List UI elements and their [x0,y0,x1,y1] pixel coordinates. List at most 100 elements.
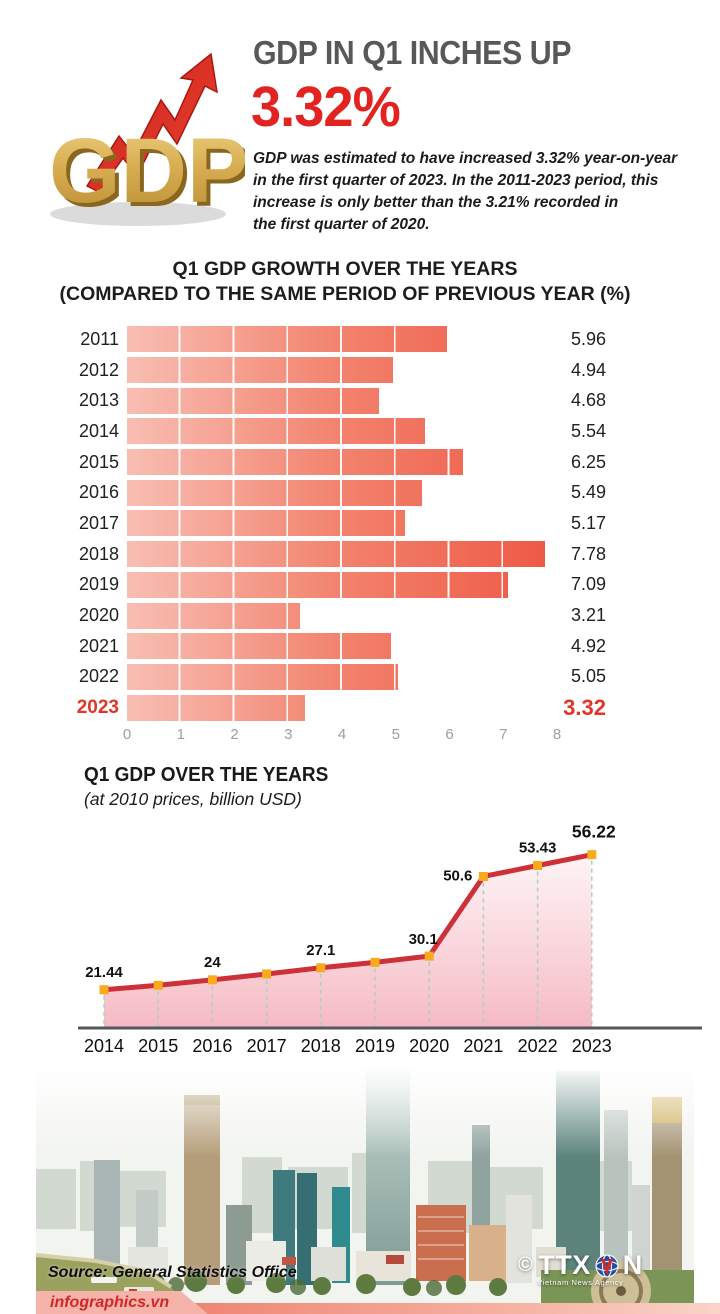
line-chart: 21.44 24 27.1 30.1 50.6 53.43 56.22 2014 2015 201… [78,822,702,1056]
bar-fill [127,326,448,353]
bar-track [127,663,557,690]
bar-row: 2018 7.78 [0,539,720,570]
bar-value-label: 5.54 [570,420,606,441]
agency-logo: © TTX N Vietnam News Agency [518,1250,643,1287]
point-value-label: 24 [204,954,221,971]
bar-chart-axis: 0 1 2 3 4 5 6 7 8 [123,726,587,748]
bar-value-label: 5.05 [570,666,606,687]
axis-tick-label: 7 [499,726,508,743]
x-axis-year-label: 2015 [138,1036,178,1056]
copyright-icon: © [518,1254,534,1276]
city-photo-art [36,1065,694,1306]
x-axis-year-label: 2016 [192,1036,232,1056]
bar-value-label: 3.21 [570,605,606,626]
data-marker [587,850,597,860]
logo-shadow [50,202,226,226]
bar-fill [127,541,546,568]
bar-track [127,602,557,629]
bar-fill [127,418,425,445]
bar-chart: 2011 5.96 2012 4.94 2013 4.68 2014 5.54 2015 6.25… [0,324,720,723]
bar-track [127,479,557,506]
x-axis-year-label: 2019 [355,1036,395,1056]
agency-suffix: N [622,1250,643,1280]
axis-tick-label: 5 [391,726,400,743]
bar-value-label: 5.96 [570,328,606,349]
x-axis-year-label: 2023 [572,1036,612,1056]
axis-tick-label: 6 [445,726,454,743]
bar-fill [127,387,379,414]
bar-value-label: 3.32 [563,694,606,720]
point-value-label: 53.43 [519,839,557,856]
x-axis-year-label: 2014 [84,1036,124,1056]
bar-row: 2014 5.54 [0,416,720,447]
data-marker [370,957,380,967]
point-value-label: 56.22 [572,822,616,842]
bar-row: 2017 5.17 [0,508,720,539]
agency-prefix: TTX [538,1250,591,1280]
bar-track [127,510,557,537]
bar-fill [127,510,405,537]
bar-chart-title: Q1 GDP GROWTH OVER THE YEARS (COMPARED T… [15,257,675,308]
bar-fill [127,602,300,629]
bar-row: 2023 3.32 [0,692,720,723]
bar-year-label: 2016 [78,482,119,503]
bottom-accent-strip [36,1303,720,1314]
point-value-label: 50.6 [443,867,472,884]
point-value-label: 21.44 [85,964,123,981]
bar-track [127,357,557,384]
bar-row: 2020 3.21 [0,600,720,631]
brand-banner: infographics.vn [36,1291,208,1314]
city-photo [36,1065,694,1306]
source-note: Source: General Statistics Office [48,1264,297,1281]
bar-year-label: 2022 [78,666,119,687]
bar-row: 2016 5.49 [0,477,720,508]
bar-year-label: 2017 [78,512,119,533]
axis-tick-label: 8 [552,726,562,743]
bar-fill [127,479,423,506]
data-marker [99,985,109,995]
axis-tick-label: 2 [230,726,239,743]
bar-chart-title-line2: (COMPARED TO THE SAME PERIOD OF PREVIOUS… [59,283,631,306]
bar-year-label: 2020 [78,605,119,626]
x-axis-year-label: 2021 [463,1036,503,1056]
bar-row: 2011 5.96 [0,324,720,355]
bar-track [127,387,557,414]
bar-year-label: 2019 [78,574,119,595]
bar-row: 2019 7.09 [0,570,720,601]
gdp-3d-logo: GDP GDP [49,52,245,226]
x-axis-year-label: 2018 [301,1036,341,1056]
axis-tick-label: 3 [284,726,293,743]
area-fill [104,854,592,1028]
bar-year-label: 2021 [78,635,119,656]
axis-tick-label: 4 [337,726,347,743]
bar-value-label: 4.94 [570,359,606,380]
svg-text:GDP: GDP [53,124,245,226]
data-marker [207,975,217,985]
bar-track [127,541,557,568]
globe-icon [595,1253,619,1278]
bar-fill [127,449,463,476]
bar-year-label: 2013 [78,390,119,411]
brand-name: infographics.vn [50,1293,170,1311]
x-axis-year-label: 2022 [518,1036,558,1056]
bar-track [127,418,557,445]
bar-year-label: 2014 [78,420,119,441]
headline-value: 3.32% [251,75,401,139]
bar-row: 2015 6.25 [0,447,720,478]
bar-row: 2022 5.05 [0,662,720,693]
bar-track [127,449,557,476]
bar-fill [127,694,306,721]
bar-fill [127,633,392,660]
bar-track [127,571,557,598]
bar-row: 2012 4.94 [0,355,720,386]
bar-row: 2021 4.92 [0,631,720,662]
data-marker [478,871,488,881]
line-chart-subtitle: (at 2010 prices, billion USD) [84,789,302,809]
point-value-label: 27.1 [306,942,335,959]
axis-tick-label: 0 [122,726,132,743]
data-marker [153,980,163,990]
bar-fill [127,663,399,690]
bar-fill [127,571,509,598]
bar-year-label: 2011 [80,328,119,349]
